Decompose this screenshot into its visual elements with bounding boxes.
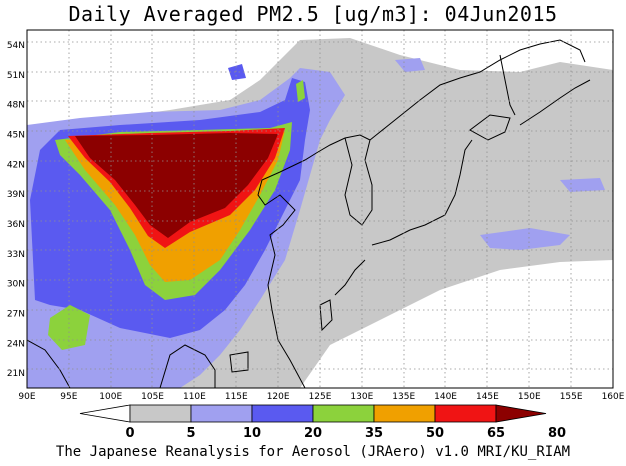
lon-tick-label: 90E bbox=[18, 392, 35, 402]
colorbar-tick-label: 10 bbox=[243, 426, 261, 441]
pm25-contours bbox=[27, 30, 613, 388]
coast-taiwan bbox=[319, 299, 333, 332]
lon-tick-label: 95E bbox=[60, 392, 77, 402]
colorbar-segment bbox=[190, 404, 253, 423]
contour-10-20-c bbox=[395, 58, 425, 72]
lon-tick-label: 150E bbox=[518, 392, 541, 402]
colorbar-tick-label: 50 bbox=[426, 426, 444, 441]
colorbar-segment bbox=[251, 404, 314, 423]
colorbar bbox=[79, 404, 547, 423]
colorbar-segment bbox=[79, 404, 131, 423]
contour-80-plus bbox=[75, 133, 278, 238]
lon-tick-label: 100E bbox=[99, 392, 122, 402]
coast-india bbox=[27, 339, 71, 388]
lat-tick-label: 39N bbox=[7, 190, 25, 200]
lat-tick-label: 48N bbox=[7, 101, 25, 111]
coast-sakhalin bbox=[499, 54, 516, 116]
colorbar-segment bbox=[373, 404, 436, 423]
longitude-ticks: 90E 95E 100E 105E 110E 115E 120E 125E 130E 135E 14… bbox=[18, 392, 624, 402]
lat-tick-label: 24N bbox=[7, 339, 25, 349]
lon-tick-label: 160E bbox=[602, 392, 625, 402]
lon-tick-label: 155E bbox=[560, 392, 583, 402]
coast-hainan bbox=[229, 351, 249, 373]
contour-35-50-c bbox=[296, 80, 305, 102]
colorbar-segment bbox=[312, 404, 375, 423]
colorbar-segment bbox=[434, 404, 497, 423]
colorbar-tick-label: 5 bbox=[186, 426, 195, 441]
lat-tick-label: 51N bbox=[7, 71, 25, 81]
lat-tick-label: 54N bbox=[7, 41, 25, 51]
lat-tick-label: 27N bbox=[7, 309, 25, 319]
coast-vietnam bbox=[159, 344, 216, 388]
colorbar-tick-label: 80 bbox=[548, 426, 566, 441]
lon-tick-label: 145E bbox=[476, 392, 499, 402]
map-title: Daily Averaged PM2.5 [ug/m3]: 04Jun2015 bbox=[68, 2, 558, 26]
colorbar-tick-label: 35 bbox=[365, 426, 383, 441]
map-frame bbox=[26, 29, 614, 389]
lon-tick-label: 130E bbox=[350, 392, 373, 402]
coast-ryukyu bbox=[334, 259, 366, 296]
lat-tick-label: 33N bbox=[7, 250, 25, 260]
contour-10-20-b bbox=[480, 228, 570, 250]
colorbar-segment bbox=[129, 404, 192, 423]
colorbar-tick-label: 65 bbox=[487, 426, 505, 441]
lon-tick-label: 140E bbox=[434, 392, 457, 402]
colorbar-labels: 0 5 10 20 35 50 65 80 bbox=[125, 426, 566, 441]
lon-tick-label: 125E bbox=[309, 392, 332, 402]
graticule bbox=[27, 30, 613, 388]
coast-kuril bbox=[519, 79, 591, 126]
lat-tick-label: 21N bbox=[7, 369, 25, 379]
lon-tick-label: 105E bbox=[141, 392, 164, 402]
latitude-ticks: 21N 24N 27N 30N 33N 36N 39N 42N 45N 48N 51N 54N bbox=[7, 41, 25, 379]
colorbar-tick-label: 20 bbox=[304, 426, 322, 441]
lon-tick-label: 135E bbox=[392, 392, 415, 402]
coast-china bbox=[257, 134, 371, 388]
lat-tick-label: 45N bbox=[7, 130, 25, 140]
lat-tick-label: 42N bbox=[7, 160, 25, 170]
lon-tick-label: 120E bbox=[267, 392, 290, 402]
colorbar-segment bbox=[495, 404, 547, 423]
contour-20-35-b bbox=[228, 64, 246, 80]
lat-tick-label: 30N bbox=[7, 280, 25, 290]
credit-line: The Japanese Reanalysis for Aerosol (JRA… bbox=[55, 444, 571, 460]
lon-tick-label: 110E bbox=[183, 392, 206, 402]
coast-japan-hokkaido bbox=[469, 114, 511, 141]
colorbar-tick-label: 0 bbox=[125, 426, 134, 441]
lon-tick-label: 115E bbox=[225, 392, 248, 402]
lat-tick-label: 36N bbox=[7, 220, 25, 230]
